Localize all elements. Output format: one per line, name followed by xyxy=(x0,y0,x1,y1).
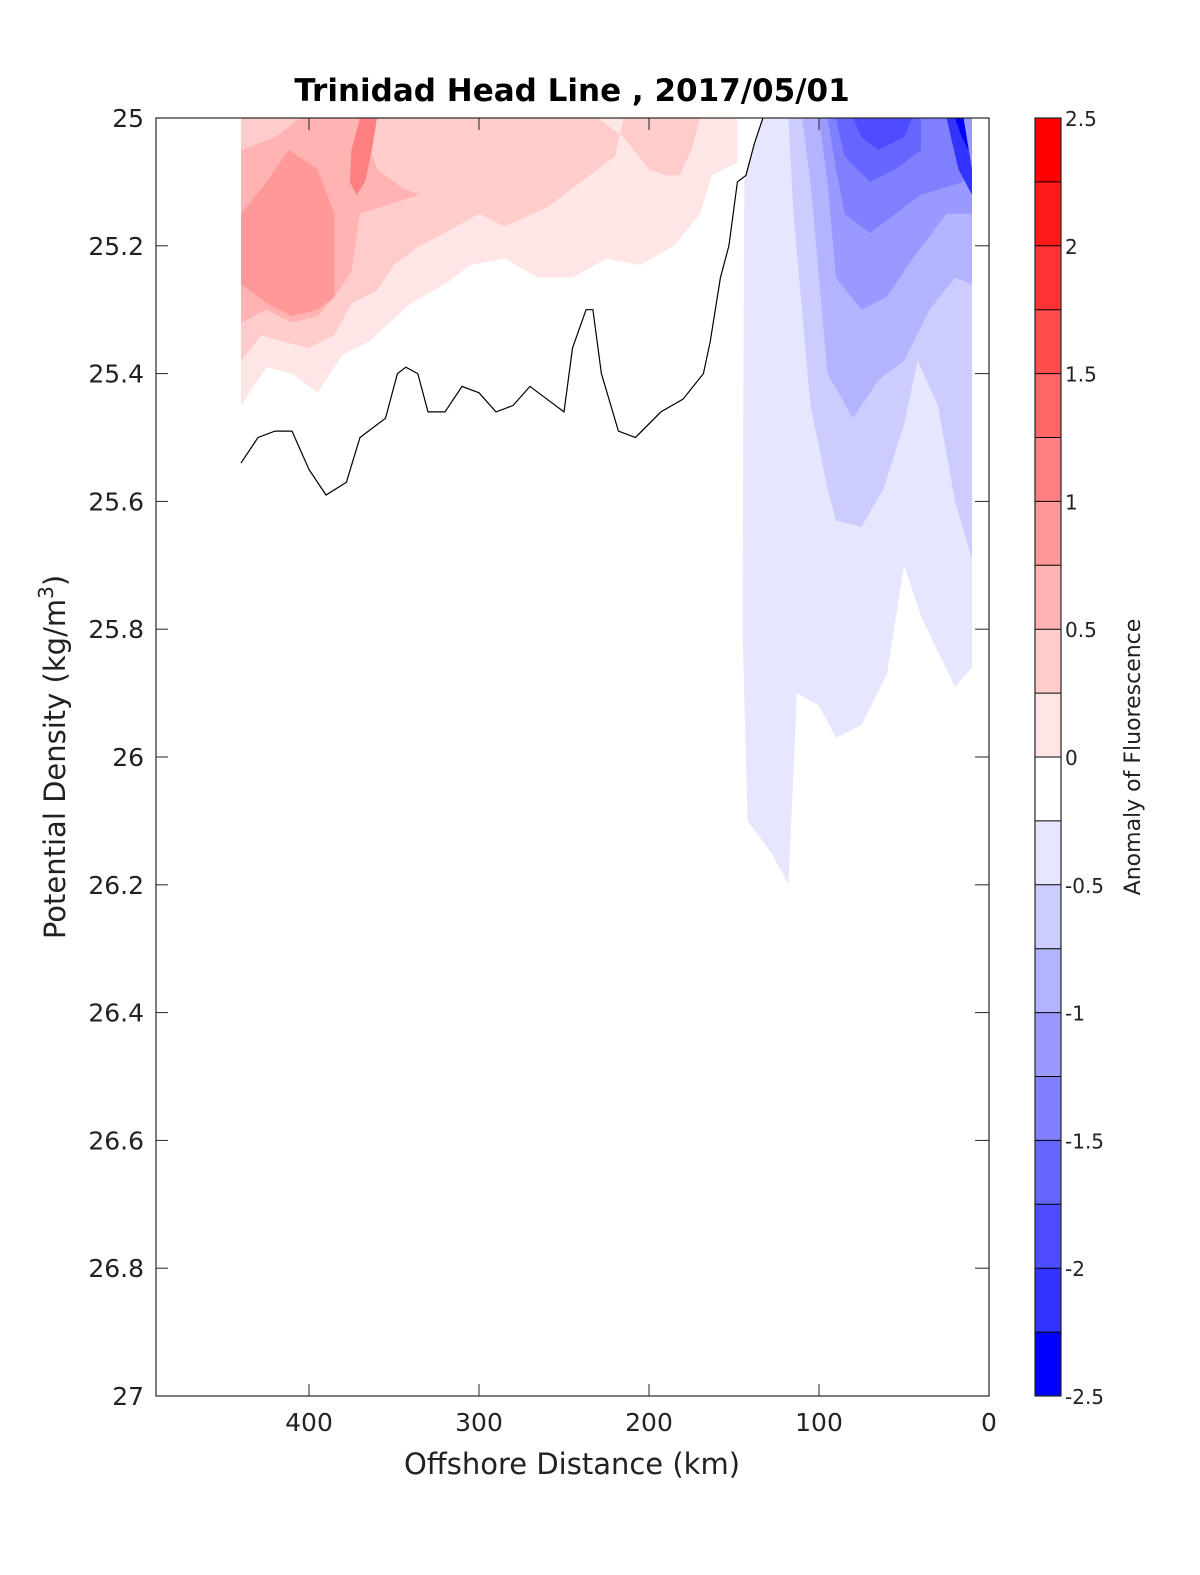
y-tick-label: 26.2 xyxy=(88,871,144,900)
colorbar-tick-label: -2.5 xyxy=(1065,1385,1104,1409)
colorbar-band-4 xyxy=(1035,373,1061,438)
colorbar-band-19 xyxy=(1035,1332,1061,1396)
colorbar-tick-label: 0 xyxy=(1065,746,1078,770)
y-tick-label: 26 xyxy=(112,743,144,772)
colorbar-tick-label: -0.5 xyxy=(1065,874,1104,898)
axis-ticks: 400 300 200 100 0 25 25.2 25.4 25.6 25.8 26 26.2 26.… xyxy=(88,104,997,1437)
x-tick-label: 100 xyxy=(795,1408,843,1437)
colorbar-band-14 xyxy=(1035,1012,1061,1077)
colorbar-band-16 xyxy=(1035,1140,1061,1205)
colorbar-band-17 xyxy=(1035,1204,1061,1269)
colorbar-tick-label: 2.5 xyxy=(1065,107,1097,131)
colorbar-band-1 xyxy=(1035,181,1061,246)
y-tick-label: 25.2 xyxy=(88,232,144,261)
colorbar-tick-label: 0.5 xyxy=(1065,618,1097,642)
plot-area: 400 300 200 100 0 25 25.2 25.4 25.6 25.8 26 26.2 26.… xyxy=(88,104,997,1437)
y-tick-label: 25.6 xyxy=(88,487,144,516)
colorbar-band-10 xyxy=(1035,757,1061,821)
colorbar-frame xyxy=(1034,117,1062,1397)
x-tick-label: 400 xyxy=(285,1408,333,1437)
colorbar-tick-label: 1 xyxy=(1065,490,1078,514)
colorbar-tick-label: -1.5 xyxy=(1065,1129,1104,1153)
colorbar-band-6 xyxy=(1035,501,1061,566)
y-tick-label: 25 xyxy=(112,104,144,133)
colorbar-tick-label: 1.5 xyxy=(1065,363,1097,387)
colorbar-band-15 xyxy=(1035,1076,1061,1141)
y-tick-label: 26.8 xyxy=(88,1254,144,1283)
colorbar-band-18 xyxy=(1035,1268,1061,1333)
colorbar-band-13 xyxy=(1035,948,1061,1013)
colorbar-band-5 xyxy=(1035,437,1061,502)
y-axis-label: Potential Density (kg/m3) xyxy=(34,575,72,939)
colorbar-tick-label: -1 xyxy=(1065,1002,1085,1026)
contour-region-11 xyxy=(853,118,913,150)
colorbar-band-8 xyxy=(1035,629,1061,694)
y-tick-label: 27 xyxy=(112,1382,144,1411)
zero-contour-polyline xyxy=(240,117,764,496)
colorbar-band-2 xyxy=(1035,245,1061,310)
colorbar-band-11 xyxy=(1035,820,1061,885)
colorbar-band-0 xyxy=(1035,118,1061,182)
y-axis-label-close: ) xyxy=(38,575,72,586)
x-tick-label: 300 xyxy=(455,1408,503,1437)
contour-region-13 xyxy=(955,118,969,150)
y-axis-label-sup: 3 xyxy=(34,586,58,599)
x-tick-label: 200 xyxy=(625,1408,673,1437)
y-axis-label-main: Potential Density (kg/m xyxy=(38,599,72,939)
colorbar-tick-label: -2 xyxy=(1065,1257,1085,1281)
colorbar-band-7 xyxy=(1035,565,1061,630)
y-tick-label: 25.4 xyxy=(88,360,144,389)
colorbar-band-9 xyxy=(1035,693,1061,757)
colorbar: 2.5 2 1.5 1 0.5 0 -0.5 -1 -1.5 -2 -2.5 xyxy=(1034,107,1104,1409)
y-tick-label: 26.4 xyxy=(88,999,144,1028)
colorbar-band-12 xyxy=(1035,884,1061,949)
contour-regions xyxy=(241,118,972,885)
x-tick-label: 0 xyxy=(981,1408,997,1437)
colorbar-label: Anomaly of Fluorescence xyxy=(1121,619,1146,896)
colorbar-tick-label: 2 xyxy=(1065,235,1078,259)
y-tick-label: 25.8 xyxy=(88,615,144,644)
zero-contour-line xyxy=(240,117,764,496)
contour-region-3 xyxy=(241,150,335,317)
colorbar-band-3 xyxy=(1035,309,1061,374)
contour-region-4 xyxy=(349,118,377,195)
x-axis-label: Offshore Distance (km) xyxy=(404,1447,740,1481)
y-tick-label: 26.6 xyxy=(88,1126,144,1155)
chart-title: Trinidad Head Line , 2017/05/01 xyxy=(294,73,849,109)
